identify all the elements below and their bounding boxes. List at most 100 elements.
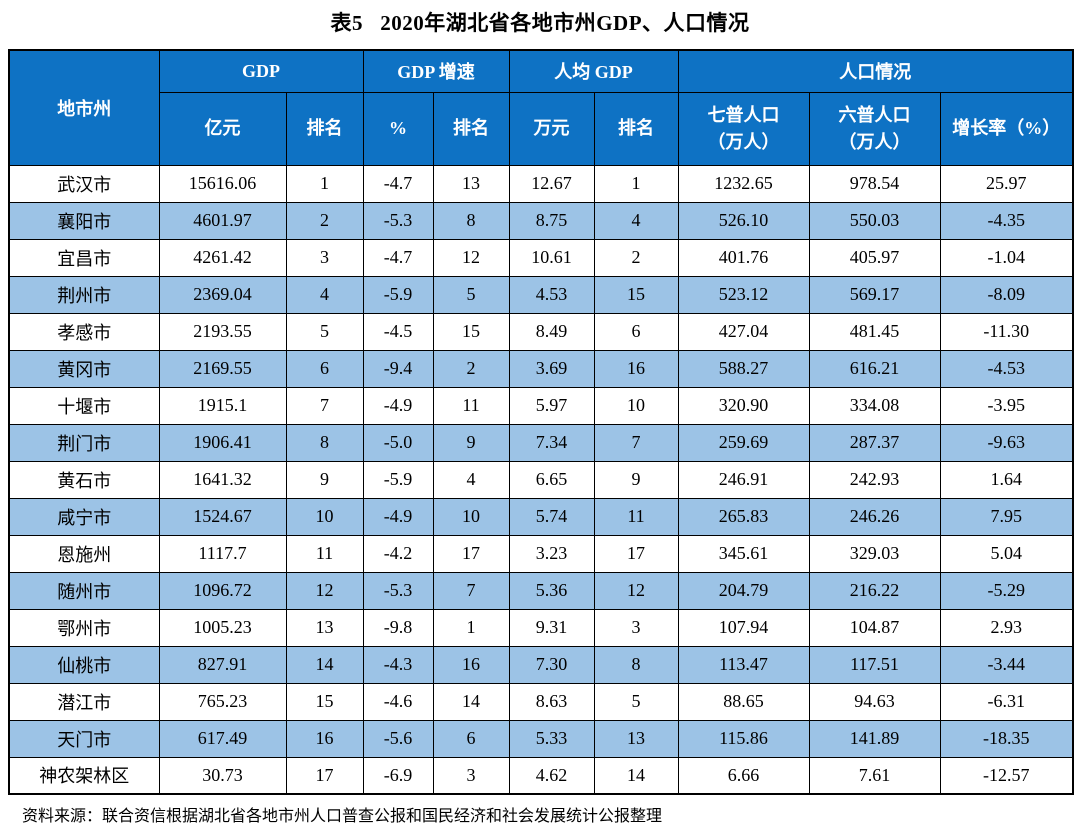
- value-cell: 8.63: [508, 682, 595, 721]
- value-cell: 481.45: [808, 312, 941, 351]
- value-cell: -5.3: [362, 571, 434, 610]
- table-row: 宜昌市 4261.42 3 -4.7 12 10.61 2 401.76 405.97 -1.04: [8, 238, 1074, 277]
- table-row: 鄂州市 1005.23 13 -9.8 1 9.31 3 107.94 104.87 2.93: [8, 608, 1074, 647]
- value-cell: 6.65: [508, 460, 595, 499]
- table-row: 随州市 1096.72 12 -5.3 7 5.36 12 204.79 216.22 -5.29: [8, 571, 1074, 610]
- value-cell: 16: [285, 719, 364, 758]
- value-cell: 5.04: [939, 534, 1074, 573]
- value-cell: 6: [285, 349, 364, 388]
- value-cell: 3: [593, 608, 679, 647]
- value-cell: 405.97: [808, 238, 941, 277]
- value-cell: 6: [593, 312, 679, 351]
- value-cell: -4.53: [939, 349, 1074, 388]
- value-cell: 88.65: [677, 682, 810, 721]
- source-note: 资料来源：联合资信根据湖北省各地市州人口普查公报和国民经济和社会发展统计公报整理: [22, 808, 663, 825]
- region-cell: 恩施州: [8, 534, 160, 573]
- value-cell: 8.49: [508, 312, 595, 351]
- subheader-pop-growth-rate: 增长率（%）: [939, 91, 1074, 166]
- value-cell: -4.6: [362, 682, 434, 721]
- value-cell: 113.47: [677, 645, 810, 684]
- value-cell: 978.54: [808, 164, 941, 203]
- region-cell: 荆门市: [8, 423, 160, 462]
- value-cell: 329.03: [808, 534, 941, 573]
- value-cell: 15: [432, 312, 510, 351]
- region-cell: 黄石市: [8, 460, 160, 499]
- value-cell: 2: [432, 349, 510, 388]
- region-cell: 黄冈市: [8, 349, 160, 388]
- value-cell: 216.22: [808, 571, 941, 610]
- value-cell: 3.23: [508, 534, 595, 573]
- value-cell: 7.95: [939, 497, 1074, 536]
- header-cell-gdp-growth: GDP 增速: [362, 49, 510, 93]
- value-cell: 259.69: [677, 423, 810, 462]
- value-cell: 5.33: [508, 719, 595, 758]
- value-cell: 320.90: [677, 386, 810, 425]
- value-cell: 8: [285, 423, 364, 462]
- header-cell-region: 地市州: [8, 49, 160, 166]
- value-cell: 2169.55: [158, 349, 287, 388]
- table-row: 恩施州 1117.7 11 -4.2 17 3.23 17 345.61 329.03 5.04: [8, 534, 1074, 573]
- table-row: 黄石市 1641.32 9 -5.9 4 6.65 9 246.91 242.93 1.64: [8, 460, 1074, 499]
- value-cell: 4: [285, 275, 364, 314]
- value-cell: 5.36: [508, 571, 595, 610]
- table-title: 表5 2020年湖北省各地市州GDP、人口情况: [330, 11, 750, 35]
- value-cell: 7.30: [508, 645, 595, 684]
- subheader-percapita-rank: 排名: [593, 91, 679, 166]
- subheader-gdp-rank: 排名: [285, 91, 364, 166]
- value-cell: 11: [285, 534, 364, 573]
- value-cell: 2369.04: [158, 275, 287, 314]
- value-cell: 16: [432, 645, 510, 684]
- value-cell: 617.49: [158, 719, 287, 758]
- value-cell: 5: [593, 682, 679, 721]
- subheader-growth-rank: 排名: [432, 91, 510, 166]
- value-cell: 204.79: [677, 571, 810, 610]
- subheader-census7-pop: 七普人口 （万人）: [677, 91, 810, 166]
- value-cell: 4.62: [508, 756, 595, 795]
- table-body: 武汉市 15616.06 1 -4.7 13 12.67 1 1232.65 978.54 25.…: [8, 164, 1074, 795]
- table-row: 天门市 617.49 16 -5.6 6 5.33 13 115.86 141.89 -18.35: [8, 719, 1074, 758]
- value-cell: -9.63: [939, 423, 1074, 462]
- value-cell: -4.35: [939, 201, 1074, 240]
- value-cell: 25.97: [939, 164, 1074, 203]
- value-cell: 1: [285, 164, 364, 203]
- value-cell: 141.89: [808, 719, 941, 758]
- value-cell: 7: [432, 571, 510, 610]
- value-cell: 8: [593, 645, 679, 684]
- value-cell: 1641.32: [158, 460, 287, 499]
- value-cell: 2193.55: [158, 312, 287, 351]
- value-cell: 7: [593, 423, 679, 462]
- value-cell: 115.86: [677, 719, 810, 758]
- subheader-growth-unit: %: [362, 91, 434, 166]
- value-cell: 569.17: [808, 275, 941, 314]
- value-cell: -6.9: [362, 756, 434, 795]
- value-cell: 827.91: [158, 645, 287, 684]
- value-cell: 8: [432, 201, 510, 240]
- value-cell: 15616.06: [158, 164, 287, 203]
- value-cell: 9: [285, 460, 364, 499]
- region-cell: 孝感市: [8, 312, 160, 351]
- table-row: 十堰市 1915.1 7 -4.9 11 5.97 10 320.90 334.08 -3.95: [8, 386, 1074, 425]
- value-cell: 107.94: [677, 608, 810, 647]
- value-cell: -1.04: [939, 238, 1074, 277]
- value-cell: 6: [432, 719, 510, 758]
- value-cell: -4.3: [362, 645, 434, 684]
- value-cell: -5.0: [362, 423, 434, 462]
- value-cell: -4.7: [362, 164, 434, 203]
- region-cell: 仙桃市: [8, 645, 160, 684]
- value-cell: -4.2: [362, 534, 434, 573]
- value-cell: -12.57: [939, 756, 1074, 795]
- value-cell: -3.44: [939, 645, 1074, 684]
- value-cell: 265.83: [677, 497, 810, 536]
- value-cell: -4.9: [362, 497, 434, 536]
- header-cell-population: 人口情况: [677, 49, 1074, 93]
- value-cell: -4.9: [362, 386, 434, 425]
- value-cell: 7.61: [808, 756, 941, 795]
- value-cell: 13: [432, 164, 510, 203]
- region-cell: 潜江市: [8, 682, 160, 721]
- value-cell: 1232.65: [677, 164, 810, 203]
- value-cell: 1906.41: [158, 423, 287, 462]
- value-cell: 287.37: [808, 423, 941, 462]
- region-cell: 襄阳市: [8, 201, 160, 240]
- value-cell: 17: [593, 534, 679, 573]
